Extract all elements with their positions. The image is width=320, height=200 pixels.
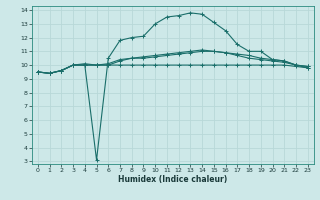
X-axis label: Humidex (Indice chaleur): Humidex (Indice chaleur) [118, 175, 228, 184]
